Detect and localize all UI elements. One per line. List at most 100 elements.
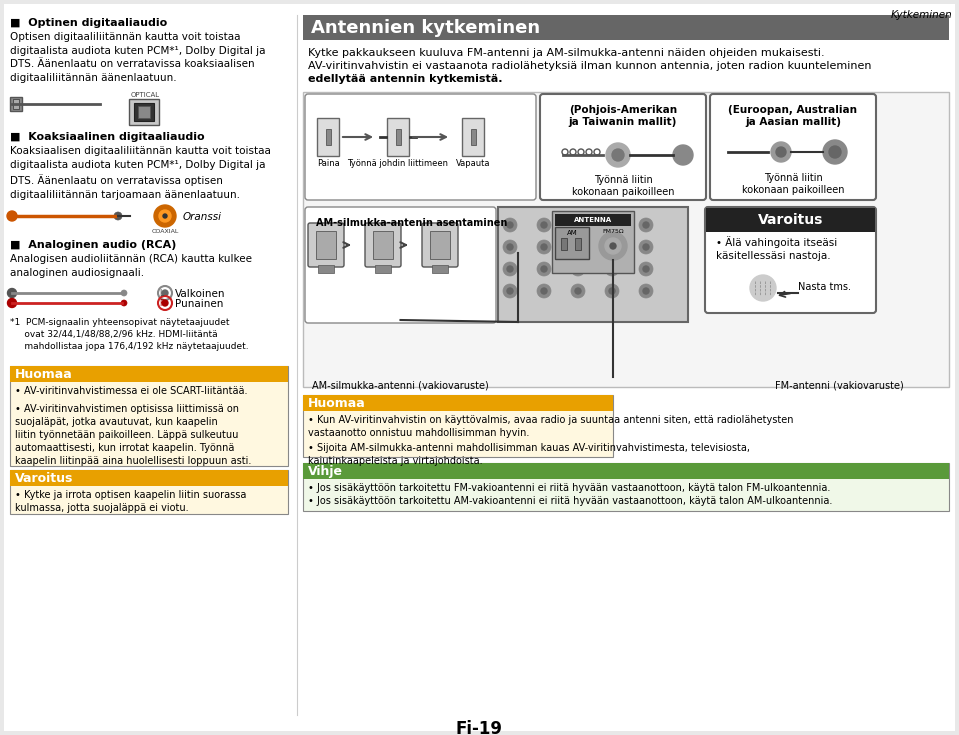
Circle shape (776, 147, 786, 157)
Circle shape (114, 212, 122, 220)
Circle shape (8, 289, 16, 298)
Circle shape (639, 284, 653, 298)
Circle shape (541, 244, 547, 250)
Circle shape (610, 243, 616, 249)
Text: • Jos sisäkäyttöön tarkoitettu FM-vakioantenni ei riitä hyvään vastaanottoon, kä: • Jos sisäkäyttöön tarkoitettu FM-vakioa… (308, 483, 830, 493)
Text: Oranssi: Oranssi (183, 212, 222, 222)
Text: Kytke pakkaukseen kuuluva FM-antenni ja AM-silmukka-antenni näiden ohjeiden muka: Kytke pakkaukseen kuuluva FM-antenni ja … (308, 48, 825, 58)
Circle shape (507, 288, 513, 294)
Circle shape (575, 266, 581, 272)
Text: • Sijoita AM-silmukka-antenni mahdollisimman kauas AV-viritinvahvistimesta, tele: • Sijoita AM-silmukka-antenni mahdollisi… (308, 443, 750, 466)
FancyBboxPatch shape (305, 94, 536, 200)
Circle shape (503, 240, 517, 254)
Text: Valkoinen: Valkoinen (175, 289, 225, 299)
FancyBboxPatch shape (13, 99, 19, 109)
Circle shape (599, 232, 627, 260)
Circle shape (609, 266, 615, 272)
Text: Työnnä johdin liittimeen: Työnnä johdin liittimeen (347, 159, 449, 168)
Circle shape (643, 288, 649, 294)
FancyBboxPatch shape (318, 265, 334, 273)
Circle shape (121, 290, 127, 296)
Circle shape (575, 222, 581, 228)
FancyBboxPatch shape (498, 207, 688, 322)
Circle shape (503, 218, 517, 232)
FancyBboxPatch shape (10, 97, 22, 111)
Text: Huomaa: Huomaa (15, 368, 73, 381)
Circle shape (541, 222, 547, 228)
Text: COAXIAL: COAXIAL (152, 229, 178, 234)
Circle shape (571, 284, 585, 298)
FancyBboxPatch shape (317, 118, 339, 156)
Circle shape (162, 290, 168, 296)
FancyBboxPatch shape (308, 223, 344, 267)
FancyBboxPatch shape (432, 265, 448, 273)
Text: ■  Analoginen audio (RCA): ■ Analoginen audio (RCA) (10, 240, 176, 250)
Text: L: L (159, 289, 163, 298)
Circle shape (639, 240, 653, 254)
FancyBboxPatch shape (138, 106, 150, 118)
Text: (Pohjois-Amerikan
ja Taiwanin mallit): (Pohjois-Amerikan ja Taiwanin mallit) (569, 105, 677, 127)
Text: Työnnä liitin
kokonaan paikoilleen: Työnnä liitin kokonaan paikoilleen (741, 173, 844, 196)
Text: • Älä vahingoita itseäsi
käsitellessäsi nastoja.: • Älä vahingoita itseäsi käsitellessäsi … (716, 236, 837, 261)
Circle shape (639, 218, 653, 232)
FancyBboxPatch shape (555, 214, 631, 226)
FancyBboxPatch shape (387, 118, 409, 156)
Circle shape (541, 288, 547, 294)
Text: R: R (159, 299, 164, 308)
Circle shape (643, 222, 649, 228)
Circle shape (609, 288, 615, 294)
Text: AM: AM (567, 230, 577, 236)
Text: Varoitus: Varoitus (758, 213, 823, 227)
FancyBboxPatch shape (10, 470, 288, 486)
Circle shape (750, 275, 776, 301)
Circle shape (605, 262, 619, 276)
Circle shape (7, 211, 17, 221)
Circle shape (606, 143, 630, 167)
Text: Optisen digitaaliliitännän kautta voit toistaa
digitaalista audiota kuten PCM*¹,: Optisen digitaaliliitännän kautta voit t… (10, 32, 266, 83)
FancyBboxPatch shape (303, 395, 613, 457)
Circle shape (503, 284, 517, 298)
FancyBboxPatch shape (710, 94, 876, 200)
Text: Vihje: Vihje (308, 465, 343, 478)
FancyBboxPatch shape (422, 223, 458, 267)
FancyBboxPatch shape (10, 366, 288, 466)
Circle shape (612, 149, 624, 161)
FancyBboxPatch shape (552, 211, 634, 273)
Circle shape (571, 262, 585, 276)
Text: Fi-19: Fi-19 (456, 720, 503, 735)
FancyBboxPatch shape (365, 223, 401, 267)
Circle shape (8, 298, 16, 307)
Text: AM-silmukka-antenin asentaminen: AM-silmukka-antenin asentaminen (316, 218, 507, 228)
FancyBboxPatch shape (316, 231, 336, 259)
Circle shape (503, 262, 517, 276)
FancyBboxPatch shape (134, 103, 154, 121)
Circle shape (609, 244, 615, 250)
FancyBboxPatch shape (10, 470, 288, 514)
FancyBboxPatch shape (4, 4, 955, 731)
Text: AM-silmukka-antenni (vakiovaruste): AM-silmukka-antenni (vakiovaruste) (312, 380, 489, 390)
Text: Varoitus: Varoitus (15, 471, 74, 484)
Circle shape (673, 145, 693, 165)
FancyBboxPatch shape (575, 238, 581, 250)
Circle shape (537, 262, 551, 276)
Circle shape (507, 244, 513, 250)
Circle shape (605, 218, 619, 232)
Circle shape (541, 266, 547, 272)
Circle shape (575, 288, 581, 294)
FancyBboxPatch shape (303, 92, 949, 387)
Circle shape (823, 140, 847, 164)
Circle shape (507, 222, 513, 228)
Text: • AV-viritinvahvistimessa ei ole SCART-liitäntää.: • AV-viritinvahvistimessa ei ole SCART-l… (15, 386, 247, 396)
FancyBboxPatch shape (129, 99, 159, 125)
FancyBboxPatch shape (373, 231, 393, 259)
Text: edellytää antennin kytkemistä.: edellytää antennin kytkemistä. (308, 74, 503, 84)
FancyBboxPatch shape (540, 94, 706, 200)
FancyBboxPatch shape (705, 207, 876, 313)
Circle shape (537, 284, 551, 298)
FancyBboxPatch shape (305, 207, 496, 323)
FancyBboxPatch shape (561, 238, 567, 250)
Text: • AV-viritinvahvistimen optisissa liittimissä on
suojaläpät, jotka avautuvat, ku: • AV-viritinvahvistimen optisissa liitti… (15, 404, 251, 466)
Circle shape (163, 214, 167, 218)
Text: Paina: Paina (316, 159, 339, 168)
Circle shape (159, 210, 171, 222)
